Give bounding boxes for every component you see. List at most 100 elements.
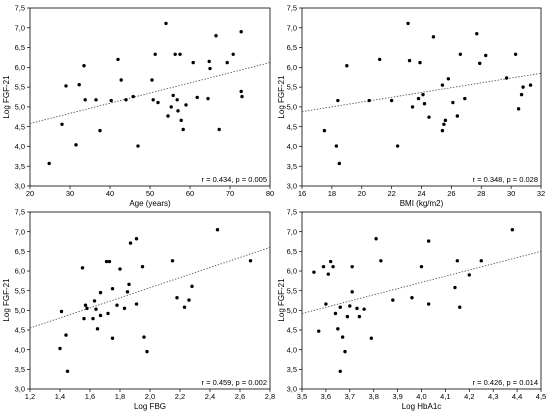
x-tick-label: 4,2 <box>464 392 474 401</box>
scatter-plot-bmi: 16 18 20 22 24 26 28 30 32 3,0 3,5 4,0 4,5 5,0 5,5 6,0 6… <box>277 4 545 208</box>
data-point <box>92 299 97 303</box>
data-point <box>322 128 327 133</box>
data-point <box>350 290 354 294</box>
data-point <box>140 264 145 269</box>
y-axis-label: Log FGF-21 <box>277 75 286 119</box>
data-point <box>455 259 460 263</box>
x-tick-label: 60 <box>186 189 194 198</box>
data-point <box>463 96 467 101</box>
x-tick-label: 70 <box>226 189 234 198</box>
data-point <box>225 60 229 65</box>
x-tick-label: 4,4 <box>512 392 522 401</box>
data-point <box>214 33 218 38</box>
data-point <box>116 57 120 62</box>
regression-line <box>301 250 542 314</box>
data-point <box>134 237 139 241</box>
data-point <box>83 303 88 307</box>
data-point <box>458 305 462 309</box>
x-tick-label: 22 <box>387 189 395 198</box>
y-tick-label: 6,5 <box>287 43 297 52</box>
data-point <box>122 306 127 311</box>
y-tick-label: 5,0 <box>287 102 297 111</box>
x-tick-label: 16 <box>298 189 306 198</box>
data-point <box>442 122 446 126</box>
x-tick-label: 4,0 <box>416 392 426 401</box>
data-point <box>312 270 316 274</box>
data-point <box>60 122 64 126</box>
y-tick-label: 3,5 <box>15 365 25 374</box>
y-tick-label: 5,0 <box>15 102 25 111</box>
data-point <box>85 306 89 311</box>
data-point <box>340 335 345 339</box>
y-tick-label: 7,0 <box>287 227 297 236</box>
x-tick-label: 50 <box>146 189 154 198</box>
data-point <box>355 306 359 311</box>
data-point <box>77 83 81 87</box>
data-point <box>510 228 515 232</box>
data-point <box>328 259 333 264</box>
regression-line <box>301 72 542 113</box>
y-tick-label: 6,0 <box>15 267 25 276</box>
data-point <box>513 52 518 56</box>
data-point <box>427 115 431 119</box>
data-point <box>115 303 119 307</box>
data-point <box>453 285 457 290</box>
x-tick-label: 3,9 <box>392 392 402 401</box>
y-tick-label: 4,5 <box>287 326 297 335</box>
data-point <box>336 327 340 331</box>
data-point <box>151 98 155 102</box>
data-point <box>239 89 243 94</box>
data-point <box>98 313 103 318</box>
x-tick-label: 2,8 <box>265 392 275 401</box>
data-point <box>350 264 354 269</box>
data-point <box>190 284 194 289</box>
data-point <box>317 329 321 333</box>
data-point <box>217 127 221 132</box>
data-point <box>169 105 173 109</box>
x-tick-label: 2,2 <box>175 392 185 401</box>
data-point <box>83 98 87 102</box>
data-point <box>74 143 78 147</box>
data-point <box>179 118 183 123</box>
x-tick-label: 20 <box>26 189 34 198</box>
data-point <box>98 128 102 133</box>
data-point <box>336 98 340 103</box>
x-tick-label: 40 <box>106 189 114 198</box>
data-point <box>338 305 342 309</box>
data-point <box>443 118 448 123</box>
x-tick-label: 4,1 <box>440 392 450 401</box>
data-point <box>64 333 68 337</box>
y-tick-label: 5,5 <box>15 83 25 92</box>
data-point <box>131 94 135 99</box>
data-point <box>181 127 185 132</box>
data-point <box>171 93 175 98</box>
y-tick-label: 5,5 <box>287 83 297 92</box>
data-point <box>440 83 445 87</box>
x-tick-label: 30 <box>66 189 74 198</box>
x-tick-label: 30 <box>507 189 515 198</box>
data-point <box>110 287 115 291</box>
data-point <box>182 305 187 309</box>
data-point <box>422 102 427 106</box>
x-tick-label: 32 <box>537 189 545 198</box>
x-axis-label: Log HbA1c <box>402 402 442 411</box>
y-tick-label: 3,0 <box>15 182 25 191</box>
y-tick-label: 6,5 <box>15 43 25 52</box>
data-point <box>337 161 342 166</box>
data-point <box>166 114 170 118</box>
x-tick-label: 3,5 <box>297 392 307 401</box>
data-point <box>119 78 123 82</box>
data-point <box>127 282 131 287</box>
data-point <box>95 327 100 331</box>
x-tick-label: 2,6 <box>235 392 245 401</box>
data-point <box>348 304 352 308</box>
data-point <box>94 307 98 311</box>
data-point <box>426 302 431 306</box>
data-point <box>338 369 342 373</box>
y-tick-label: 7,5 <box>287 208 297 217</box>
x-tick-label: 80 <box>266 189 274 198</box>
data-point <box>426 239 431 243</box>
data-point <box>374 237 378 241</box>
data-point <box>80 266 85 270</box>
data-point <box>419 264 424 269</box>
